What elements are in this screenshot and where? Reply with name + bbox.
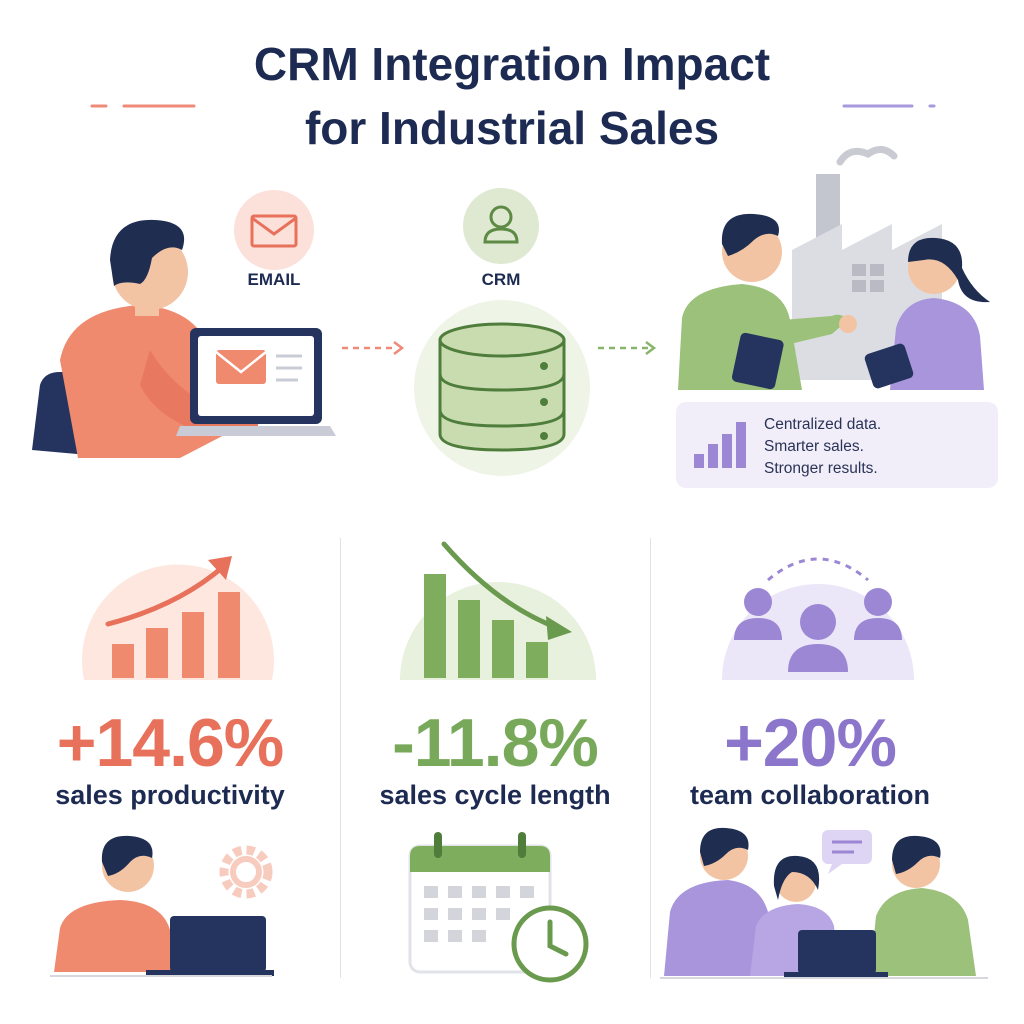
team-icon xyxy=(722,557,914,680)
decline-chart-icon xyxy=(400,541,596,680)
stat-caption-productivity: sales productivity xyxy=(55,780,285,810)
column-divider-2 xyxy=(650,538,651,978)
stat-value-cycle: -11.8% xyxy=(392,705,599,781)
gear-icon xyxy=(219,845,273,899)
calendar-icon xyxy=(408,832,589,983)
envelope-icon xyxy=(234,190,314,270)
flow-arrow-1 xyxy=(342,341,405,355)
worker-laptop-illustration xyxy=(50,835,274,977)
salesperson-laptop-illustration xyxy=(32,219,336,458)
factory-team-illustration xyxy=(678,146,990,390)
benefits-note-card: Centralized data. Smarter sales. Stronge… xyxy=(676,402,998,488)
page-title-line-1: CRM Integration Impact xyxy=(253,38,771,90)
stat-caption-cycle: sales cycle length xyxy=(379,780,611,810)
note-line-3: Stronger results. xyxy=(764,460,878,477)
bar-chart-icon xyxy=(694,422,746,468)
growth-chart-icon xyxy=(82,556,275,680)
crm-label: CRM xyxy=(481,270,521,289)
flow-arrow-2 xyxy=(598,341,657,355)
stat-value-collaboration: +20% xyxy=(724,705,897,781)
stat-caption-collaboration: team collaboration xyxy=(689,780,931,810)
database-icon xyxy=(414,300,590,476)
page-title-line-2: for Industrial Sales xyxy=(304,102,720,154)
email-label: EMAIL xyxy=(247,270,301,289)
team-collaboration-illustration xyxy=(660,827,988,979)
note-line-1: Centralized data. xyxy=(764,416,882,433)
note-line-2: Smarter sales. xyxy=(764,438,864,455)
stat-value-productivity: +14.6% xyxy=(56,705,285,781)
chat-bubble-icon xyxy=(822,830,872,874)
user-icon xyxy=(463,188,539,264)
column-divider-1 xyxy=(340,538,341,978)
clock-icon xyxy=(511,905,589,983)
